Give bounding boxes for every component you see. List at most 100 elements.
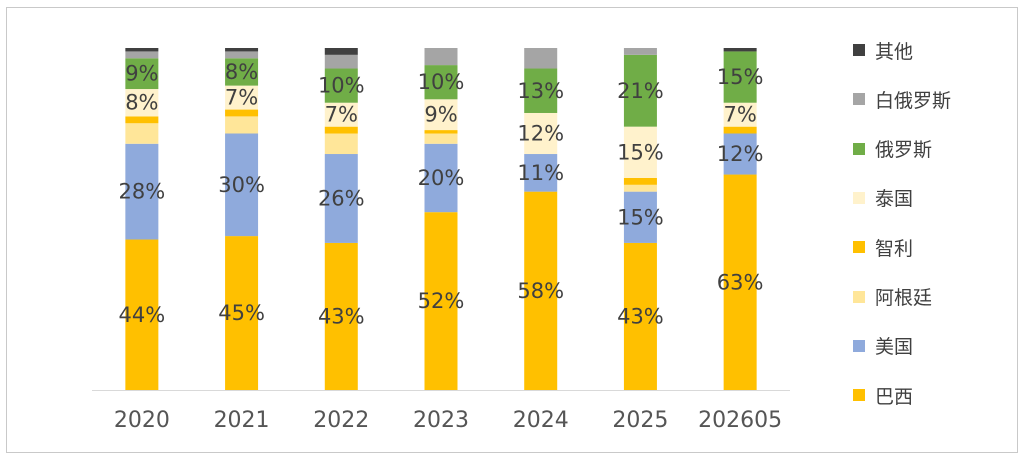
bar-segment-2025-s5 xyxy=(623,54,657,127)
legend-swatch xyxy=(853,389,865,402)
bar-segment-2022-s5 xyxy=(324,68,358,103)
data-label-2024-s5: 13% xyxy=(517,79,564,103)
data-label-2023-s1: 20% xyxy=(418,166,465,190)
legend-swatch xyxy=(853,339,865,352)
bar-segment-2022-s6 xyxy=(324,54,358,69)
bar-segment-2025-s0 xyxy=(623,242,657,390)
legend-swatch xyxy=(853,142,865,155)
x-tick-label-2023: 2023 xyxy=(413,408,469,433)
bar-segment-2023-s1 xyxy=(424,143,458,213)
legend-label: 俄罗斯 xyxy=(875,139,933,162)
bar-segment-2020-s3 xyxy=(125,116,159,124)
bar-segment-2022-s0 xyxy=(324,242,358,390)
bar-segment-202605-s7 xyxy=(723,48,757,52)
chart-frame xyxy=(6,7,1018,453)
bar-segment-2022-s3 xyxy=(324,126,358,134)
legend-swatch xyxy=(853,191,865,204)
data-label-2022-s1: 26% xyxy=(318,186,365,210)
bar-segment-202605-s3 xyxy=(723,126,757,134)
data-label-2024-s0: 58% xyxy=(517,279,564,303)
bar-segment-2022-s2 xyxy=(324,133,358,155)
bar-segment-2022-s1 xyxy=(324,154,358,243)
bar-segment-2024-s4 xyxy=(524,112,558,155)
bar-segment-2020-s2 xyxy=(125,123,159,144)
bar-segment-202605-s4 xyxy=(723,102,757,127)
data-label-202605-s1: 12% xyxy=(717,142,764,166)
bar-segment-202605-s0 xyxy=(723,174,757,390)
bar-segment-2020-s4 xyxy=(125,89,159,117)
legend-item: 美国 xyxy=(853,334,913,358)
bar-segment-2022-s7 xyxy=(324,48,358,55)
legend-item: 白俄罗斯 xyxy=(853,87,952,112)
x-tick-label-2025: 2025 xyxy=(612,408,668,433)
x-tick-label-202605: 202605 xyxy=(698,408,782,433)
bar-segment-2020-s7 xyxy=(125,48,159,52)
bar-segment-2021-s7 xyxy=(225,48,259,52)
bar-segment-2024-s6 xyxy=(524,48,558,69)
data-label-2022-s0: 43% xyxy=(318,304,365,328)
bar-segment-2022-s4 xyxy=(324,102,358,127)
legend-item: 智利 xyxy=(853,235,914,260)
legend-label: 泰国 xyxy=(875,188,914,211)
bar-segment-2024-s1 xyxy=(524,154,558,192)
data-label-2021-s5: 8% xyxy=(225,60,258,84)
data-label-2023-s4: 9% xyxy=(424,103,457,127)
data-label-2020-s4: 8% xyxy=(125,91,158,115)
data-label-2023-s0: 52% xyxy=(418,289,465,313)
bar-segment-2023-s6 xyxy=(424,48,458,66)
bar-segment-202605-s5 xyxy=(723,51,757,103)
legend-label: 美国 xyxy=(875,336,914,359)
legend-swatch xyxy=(853,241,865,254)
data-label-2021-s0: 45% xyxy=(218,301,265,325)
legend-item: 其他 xyxy=(853,38,914,63)
data-label-2023-s5: 10% xyxy=(418,70,465,94)
bars-layer xyxy=(125,48,757,390)
legend-label: 白俄罗斯 xyxy=(875,89,952,112)
data-label-202605-s5: 15% xyxy=(717,65,764,89)
bar-segment-2021-s3 xyxy=(225,109,259,117)
legend-item: 巴西 xyxy=(853,383,914,408)
data-labels-layer: 44%28%8%9%45%30%7%8%43%26%7%10%52%20%9%1… xyxy=(119,60,764,329)
legend-label: 阿根廷 xyxy=(875,287,933,309)
bar-segment-2023-s2 xyxy=(424,133,458,144)
x-tick-labels: 2020 2021 2022 2023 2024 2025 202605 xyxy=(114,408,782,433)
data-label-2022-s4: 7% xyxy=(325,103,358,127)
data-label-2025-s5: 21% xyxy=(617,79,664,103)
x-tick-label-2020: 2020 xyxy=(114,408,170,433)
x-tick-label-2021: 2021 xyxy=(214,408,270,433)
bar-segment-2021-s6 xyxy=(225,51,259,59)
data-label-2024-s1: 11% xyxy=(517,161,564,185)
bar-segment-2021-s4 xyxy=(225,85,259,110)
bar-segment-2025-s1 xyxy=(623,191,657,243)
legend-label: 其他 xyxy=(875,40,914,63)
bar-segment-2021-s2 xyxy=(225,116,259,134)
bar-segment-2021-s0 xyxy=(225,236,259,390)
data-label-2020-s0: 44% xyxy=(119,303,166,327)
legend-item: 俄罗斯 xyxy=(853,137,932,161)
data-label-2020-s5: 9% xyxy=(125,62,158,86)
legend-swatch xyxy=(853,93,865,106)
bar-segment-2021-s1 xyxy=(225,133,259,237)
bar-segment-2021-s5 xyxy=(225,58,259,86)
bar-segment-2025-s3 xyxy=(623,177,657,185)
data-label-202605-s4: 7% xyxy=(723,103,756,127)
x-tick-label-2022: 2022 xyxy=(313,408,369,433)
bar-segment-2025-s6 xyxy=(623,48,657,55)
bar-segment-2023-s0 xyxy=(424,212,458,390)
bar-segment-2020-s5 xyxy=(125,58,159,90)
legend-label: 智利 xyxy=(875,237,914,260)
bar-segment-2020-s0 xyxy=(125,239,159,390)
bar-segment-2024-s5 xyxy=(524,68,558,113)
data-label-2021-s1: 30% xyxy=(218,173,265,197)
data-label-2022-s5: 10% xyxy=(318,74,365,98)
bar-segment-2023-s5 xyxy=(424,65,458,100)
bar-segment-2020-s1 xyxy=(125,143,159,240)
legend-item: 阿根廷 xyxy=(853,285,932,309)
data-label-202605-s0: 63% xyxy=(717,270,764,294)
data-label-2025-s1: 15% xyxy=(617,205,664,229)
bar-segment-2023-s3 xyxy=(424,130,458,134)
legend-label: 巴西 xyxy=(875,385,914,408)
bar-segment-2020-s6 xyxy=(125,51,159,59)
data-label-2025-s4: 15% xyxy=(617,140,664,164)
